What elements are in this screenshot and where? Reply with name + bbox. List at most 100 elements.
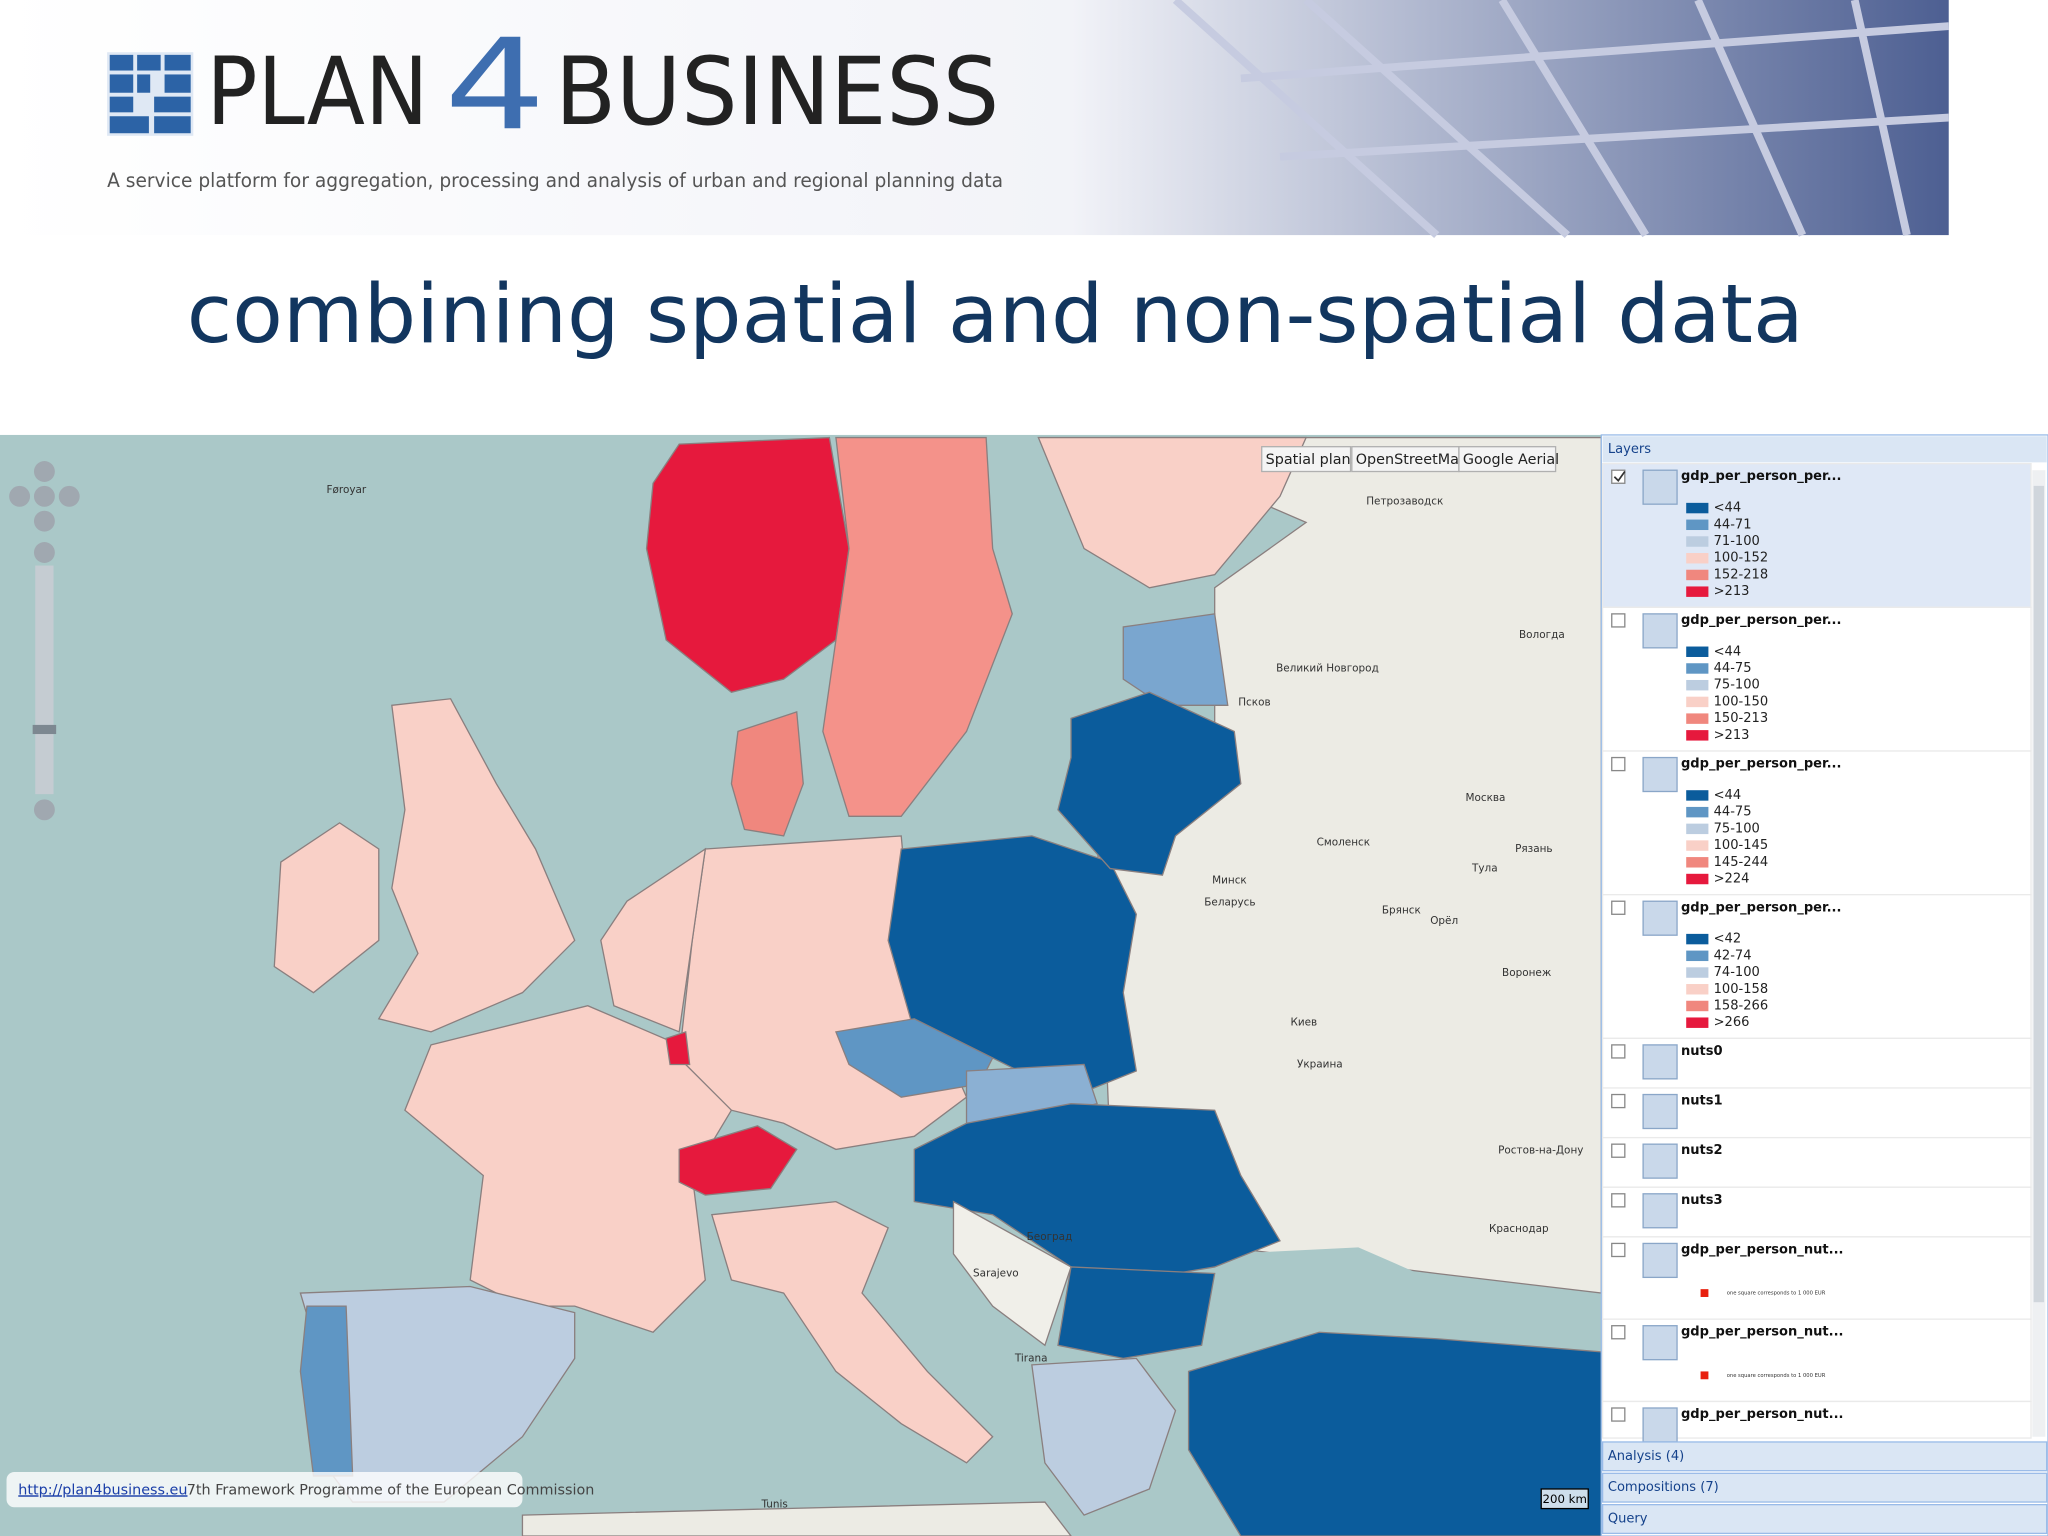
- layer-checkbox[interactable]: [1611, 1143, 1626, 1158]
- legend-swatch: [1686, 823, 1709, 835]
- legend-label: 42-74: [1714, 948, 1752, 963]
- map-label: Смоленск: [1317, 836, 1371, 848]
- layer-checkbox[interactable]: [1611, 613, 1626, 628]
- layer-checkbox[interactable]: [1611, 1193, 1626, 1208]
- layer-checkbox[interactable]: [1611, 469, 1626, 484]
- legend-swatch: [1686, 1017, 1709, 1028]
- layer-name: gdp_per_person_per...: [1681, 469, 1841, 484]
- legend-label: <44: [1714, 501, 1742, 516]
- layer-icon: [1642, 1093, 1678, 1130]
- legend-label: 44-75: [1714, 805, 1752, 820]
- base-layer-button[interactable]: [1458, 446, 1557, 473]
- layer-name: gdp_per_person_nut...: [1681, 1407, 1844, 1422]
- legend-label: 44-71: [1714, 517, 1752, 532]
- legend-swatch: [1686, 536, 1709, 547]
- map-label: Псков: [1238, 697, 1270, 709]
- banner-streets: [1172, 0, 1950, 239]
- map-labels: Петрозаводск Вологда Великий Новгород Псков…: [327, 484, 1584, 1511]
- scroll-thumb[interactable]: [2033, 485, 2045, 1303]
- layer-name: nuts1: [1681, 1094, 1723, 1109]
- layer-name: nuts2: [1681, 1143, 1723, 1158]
- base-layer-button[interactable]: [1351, 446, 1460, 473]
- legend-label: <44: [1714, 788, 1742, 803]
- legend-label: 100-158: [1714, 982, 1769, 997]
- layer-checkbox[interactable]: [1611, 1044, 1626, 1059]
- map-label: Киев: [1290, 1017, 1317, 1029]
- note-swatch: [1700, 1289, 1709, 1297]
- legend-swatch: [1686, 679, 1709, 691]
- layer-icon: [1642, 1143, 1678, 1179]
- map-label: Рязань: [1515, 843, 1553, 855]
- layer-checkbox[interactable]: [1611, 1325, 1626, 1340]
- legend-swatch: [1686, 950, 1709, 962]
- map-label: Tirana: [1014, 1352, 1048, 1364]
- brand-right: BUSINESS: [555, 38, 999, 147]
- layer-checkbox[interactable]: [1611, 1407, 1626, 1422]
- panel-section-title: Compositions (7): [1608, 1480, 1719, 1495]
- layer-name: gdp_per_person_per...: [1681, 613, 1841, 628]
- zoom-control: [9, 461, 80, 821]
- slide-title: combining spatial and non-spatial data: [187, 268, 1804, 362]
- attribution-link[interactable]: http://plan4business.eu: [18, 1482, 187, 1498]
- legend-swatch: [1686, 806, 1709, 818]
- pan-down[interactable]: [33, 510, 55, 532]
- layer-name: nuts3: [1681, 1193, 1723, 1208]
- map-label: Ростов-на-Дону: [1498, 1145, 1583, 1157]
- pan-up[interactable]: [33, 461, 55, 482]
- legend-swatch: [1686, 873, 1709, 885]
- checkmark: [1613, 471, 1626, 482]
- layer-name: gdp_per_person_nut...: [1681, 1242, 1844, 1257]
- map-label: Москва: [1465, 792, 1505, 804]
- layer-name: gdp_per_person_per...: [1681, 900, 1841, 915]
- legend-swatch: [1686, 933, 1709, 945]
- pan-right[interactable]: [58, 485, 80, 507]
- layer-icon: [1642, 1325, 1678, 1361]
- zoom-in[interactable]: [33, 542, 55, 563]
- scale-label: 200 km: [1543, 1492, 1587, 1506]
- panel-section[interactable]: [1601, 1472, 2048, 1503]
- zoom-out[interactable]: [33, 799, 55, 821]
- pan-home[interactable]: [33, 485, 55, 507]
- legend-swatch: [1686, 967, 1709, 978]
- legend-swatch: [1686, 840, 1709, 851]
- layer-checkbox[interactable]: [1611, 1242, 1626, 1258]
- layer-checkbox[interactable]: [1611, 1093, 1626, 1109]
- layer-icon: [1642, 1193, 1678, 1229]
- map-label: Тула: [1471, 863, 1498, 875]
- layer-checkbox[interactable]: [1611, 756, 1626, 772]
- layer-icon: [1642, 756, 1678, 793]
- attribution-box: [6, 1472, 523, 1508]
- map-label: Украина: [1297, 1058, 1343, 1070]
- layer-name: nuts0: [1681, 1044, 1723, 1059]
- zoom-bar[interactable]: [35, 565, 54, 795]
- panel-title: Layers: [1608, 442, 1651, 457]
- legend-label: >213: [1714, 584, 1750, 599]
- legend-swatch: [1686, 502, 1709, 514]
- panel-section[interactable]: [1601, 1503, 2048, 1535]
- map-label: Београд: [1027, 1231, 1073, 1243]
- scale-bar: [1540, 1488, 1589, 1510]
- brand-digit: 4: [444, 12, 546, 158]
- map-label: Føroyar: [327, 484, 367, 496]
- legend-label: 145-244: [1714, 855, 1769, 870]
- layer-icon: [1642, 1407, 1678, 1443]
- legend-swatch: [1686, 519, 1709, 531]
- pan-left[interactable]: [9, 485, 31, 507]
- legend-label: 75-100: [1714, 678, 1760, 693]
- map-label: Орёл: [1430, 915, 1458, 927]
- legend-swatch: [1686, 857, 1709, 868]
- zoom-slider[interactable]: [32, 724, 57, 735]
- base-layer-button[interactable]: [1261, 446, 1352, 473]
- base-layer-label: OpenStreetMap: [1356, 452, 1468, 468]
- legend-label: 71-100: [1714, 534, 1760, 549]
- layer-note: one square corresponds to 1 000 EUR: [1727, 1373, 1826, 1379]
- layer-checkbox[interactable]: [1611, 900, 1626, 915]
- legend-label: >224: [1714, 872, 1750, 887]
- map-label: Беларусь: [1204, 897, 1255, 909]
- logo-icon: [107, 52, 194, 136]
- panel-section[interactable]: [1601, 1441, 2048, 1472]
